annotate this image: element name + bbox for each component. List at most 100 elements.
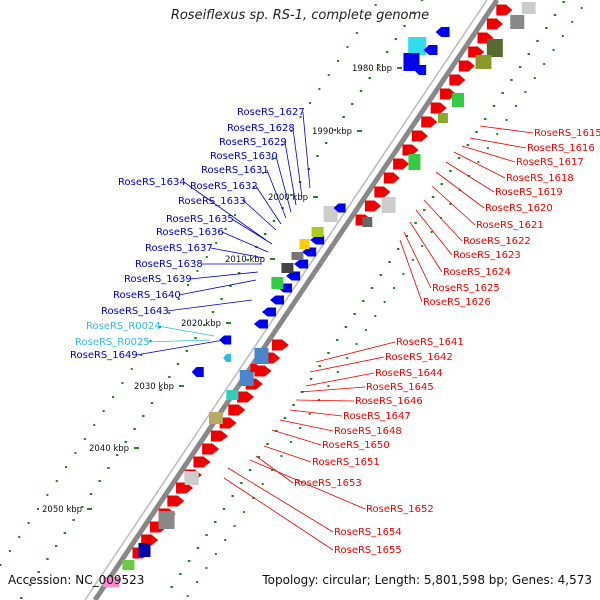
gc-dot: [133, 428, 136, 430]
gene-label: RoseRS_1628: [227, 123, 295, 134]
leader-line: [299, 386, 366, 393]
gc-dot: [510, 79, 513, 81]
feature-box: [408, 154, 421, 170]
gc-dot: [344, 326, 348, 328]
feature-box: [381, 197, 396, 213]
gc-dot: [316, 155, 319, 157]
cds-arrow: [141, 534, 159, 546]
gc-dot: [290, 130, 293, 132]
kbp-tick-mark: [87, 508, 92, 510]
leader-line: [305, 372, 375, 387]
cds-arrow: [250, 364, 261, 372]
gene-label: RoseRS_1616: [527, 143, 595, 154]
cds-arrow: [253, 319, 268, 329]
leader-line: [263, 445, 312, 463]
leader-line: [255, 185, 282, 225]
gene-label: RoseRS_1642: [385, 352, 453, 363]
kbp-tick-mark: [357, 130, 362, 132]
kbp-scale: 1980 kbp 1990 kbp 2000 kbp 2010 kbp 2020 kbp…: [42, 64, 402, 515]
leader-line: [271, 429, 322, 446]
feature-glyphs: [103, 2, 536, 587]
cds-arrow: [496, 4, 513, 16]
gc-dot: [420, 0, 424, 1]
cds-arrow: [210, 430, 228, 442]
gc-dot: [177, 298, 180, 300]
leader-line: [469, 137, 527, 149]
gene-label: RoseRS_1632: [190, 181, 258, 192]
cds-arrow: [286, 271, 301, 281]
gc-dot: [449, 170, 452, 172]
leader-line: [453, 151, 506, 179]
cds-arrow: [364, 200, 381, 212]
feature-box: [510, 15, 525, 29]
gc-dot: [289, 441, 292, 443]
gc-dot: [271, 469, 274, 471]
gc-dot: [124, 441, 128, 443]
feature-box: [122, 560, 135, 570]
feature-box: [226, 390, 239, 400]
gc-dot: [170, 586, 173, 588]
gc-dot: [203, 324, 206, 326]
leader-line: [243, 200, 277, 231]
gc-dot: [370, 287, 374, 289]
leader-line: [279, 419, 334, 432]
gc-dot: [552, 49, 555, 51]
gc-dot: [396, 248, 400, 250]
gc-dot: [271, 158, 274, 160]
gene-label: RoseRS_1634: [118, 177, 186, 188]
gc-dot: [440, 183, 443, 185]
cds-arrow: [402, 144, 419, 156]
leader-line: [135, 339, 225, 356]
gc-dot: [8, 550, 11, 552]
gene-label: RoseRS_1615: [534, 128, 600, 139]
gc-dot: [168, 312, 171, 314]
cds-arrow: [270, 295, 284, 305]
gc-dot: [299, 427, 302, 429]
backbone-outer: [92, 0, 500, 600]
leader-line: [166, 299, 253, 312]
gc-dot: [28, 584, 32, 586]
gc-dot: [140, 354, 143, 356]
gc-dot: [0, 564, 2, 566]
cds-arrow: [423, 45, 438, 55]
gc-dot: [252, 497, 255, 499]
gc-dot: [240, 482, 243, 484]
cds-arrow: [202, 443, 220, 455]
feature-box: [437, 113, 448, 123]
cds-arrow: [449, 74, 466, 86]
gene-label: RoseRS_1631: [201, 165, 269, 176]
gene-label: RoseRS_1635: [166, 214, 234, 225]
leader-line: [275, 155, 292, 213]
gene-label: RoseRS_1647: [343, 411, 411, 422]
gene-label: RoseRS_1648: [334, 426, 402, 437]
gc-dot: [205, 256, 208, 258]
gc-dot: [449, 203, 452, 205]
gc-dot: [292, 404, 295, 406]
kbp-tick-label: 1990 kbp: [312, 127, 352, 137]
cds-arrow: [223, 354, 232, 362]
gc-dot: [351, 103, 354, 105]
gc-dot: [327, 74, 330, 76]
cds-arrow: [333, 203, 346, 213]
kbp-tick-label: 2050 kbp: [42, 505, 82, 515]
gc-dot: [237, 272, 241, 274]
gc-dot: [262, 172, 265, 174]
gc-dot: [524, 91, 527, 93]
gc-dot: [205, 534, 208, 536]
gc-dot: [115, 454, 119, 456]
gene-label: RoseRS_1640: [113, 290, 181, 301]
gc-dot: [402, 273, 405, 275]
gc-dot: [149, 340, 152, 342]
gc-dot: [257, 456, 261, 458]
gc-dot: [342, 116, 345, 118]
gc-dot: [185, 350, 189, 352]
feature-box: [103, 577, 120, 587]
feature-box: [291, 252, 304, 260]
gc-dots-inner-right: [170, 1, 565, 588]
gene-label: RoseRS_1643: [101, 306, 169, 317]
gc-dot: [266, 443, 269, 445]
cds-arrow: [458, 60, 475, 72]
leader-line: [409, 221, 443, 273]
gc-dot: [431, 196, 435, 198]
gc-dot: [318, 88, 321, 90]
